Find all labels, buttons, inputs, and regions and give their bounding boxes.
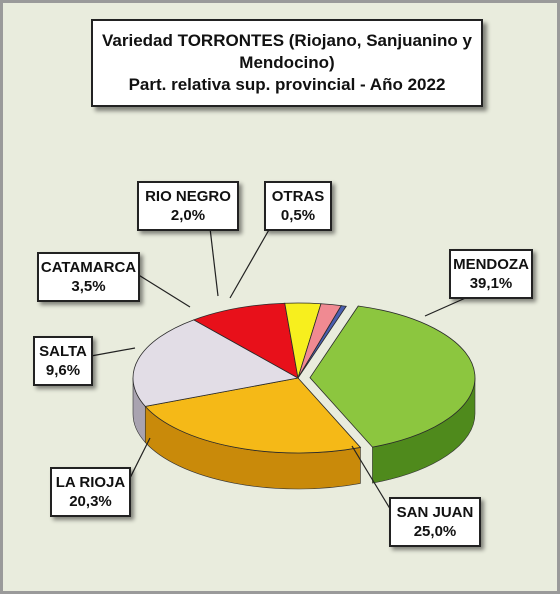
chart-title-line-1: Variedad TORRONTES (Riojano, Sanjuanino … (102, 31, 472, 50)
slice-label-catamarca: CATAMARCA 3,5% (37, 252, 140, 302)
slice-label-rio-negro-name: RIO NEGRO (145, 188, 231, 205)
chart-title-line-3: Part. relativa sup. provincial - Año 202… (128, 75, 446, 94)
pie-slice-la-rioja (132, 319, 300, 407)
slice-label-san-juan-name: SAN JUAN (396, 504, 474, 521)
slice-label-rio-negro-value: 2,0% (170, 207, 206, 224)
leader-line-mendoza (424, 295, 471, 317)
slice-label-otras-value: 0,5% (280, 207, 316, 224)
slice-label-san-juan: SAN JUAN 25,0% (389, 497, 481, 547)
leader-line-salta (90, 347, 136, 357)
slice-label-salta-name: SALTA (39, 343, 87, 360)
slice-label-catamarca-value: 3,5% (71, 278, 106, 295)
slice-label-la-rioja: LA RIOJA 20,3% (50, 467, 131, 517)
pie-slice-salta (192, 302, 299, 379)
chart-title: Variedad TORRONTES (Riojano, Sanjuanino … (91, 19, 483, 107)
slice-label-otras-name: OTRAS (271, 188, 325, 205)
chart-title-line-2: Mendocino) (239, 53, 335, 72)
leader-line-catamarca (136, 273, 191, 308)
leader-line-rio-negro (209, 227, 219, 297)
slice-label-salta: SALTA 9,6% (33, 336, 93, 386)
slice-label-mendoza: MENDOZA 39,1% (449, 249, 533, 299)
leader-line-otras (229, 227, 271, 299)
pie-slice-mendoza (309, 305, 476, 448)
slice-label-mendoza-value: 39,1% (469, 275, 513, 292)
slice-label-otras: OTRAS 0,5% (264, 181, 332, 231)
pie-sides (132, 377, 476, 490)
slice-label-san-juan-value: 25,0% (413, 523, 457, 540)
slice-label-catamarca-name: CATAMARCA (40, 259, 137, 276)
slice-label-la-rioja-name: LA RIOJA (55, 474, 126, 491)
pie-tops (132, 302, 476, 454)
leader-line-san-juan (351, 445, 393, 513)
slice-label-salta-value: 9,6% (45, 362, 81, 379)
slice-label-la-rioja-value: 20,3% (69, 493, 112, 510)
slice-label-rio-negro: RIO NEGRO 2,0% (137, 181, 239, 231)
pie-slice-otras (297, 305, 347, 379)
slice-label-mendoza-name: MENDOZA (453, 256, 529, 273)
